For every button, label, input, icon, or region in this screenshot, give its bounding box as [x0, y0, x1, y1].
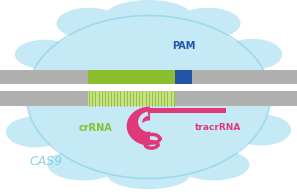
Ellipse shape	[178, 149, 249, 180]
Bar	[148, 108, 226, 113]
Ellipse shape	[223, 39, 282, 70]
Text: crRNA: crRNA	[79, 123, 113, 133]
Ellipse shape	[3, 80, 56, 107]
Ellipse shape	[6, 116, 65, 147]
Bar	[0, 84, 297, 91]
Bar	[175, 70, 192, 84]
Text: CAS9: CAS9	[30, 154, 63, 168]
Bar	[88, 70, 175, 84]
Ellipse shape	[56, 8, 122, 39]
Bar	[88, 91, 175, 106]
Ellipse shape	[48, 149, 119, 180]
Ellipse shape	[27, 17, 270, 177]
Ellipse shape	[175, 8, 241, 39]
Text: PAM: PAM	[172, 41, 195, 51]
Ellipse shape	[241, 80, 294, 107]
Text: tracrRNA: tracrRNA	[195, 123, 241, 132]
Ellipse shape	[232, 114, 291, 146]
FancyBboxPatch shape	[0, 70, 297, 84]
Ellipse shape	[15, 40, 74, 69]
FancyBboxPatch shape	[0, 91, 297, 106]
Ellipse shape	[104, 0, 193, 35]
Ellipse shape	[107, 160, 190, 189]
